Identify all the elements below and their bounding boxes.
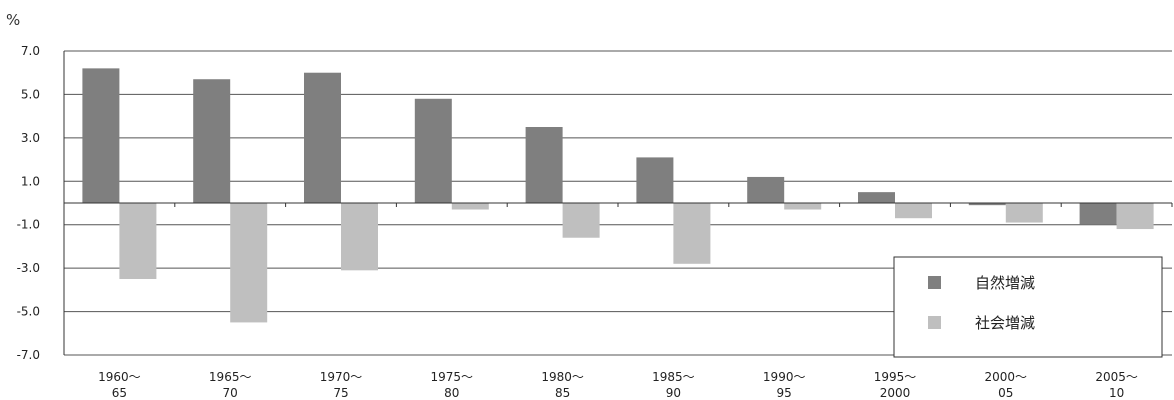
bar-natural-8 [968,203,1006,206]
x-tick-label-line1: 1985〜 [652,370,695,384]
x-tick-label-line2: 65 [112,386,127,400]
y-tick-label: -5.0 [17,305,40,319]
x-tick-label-line2: 95 [777,386,792,400]
bar-social-2 [341,203,378,271]
x-tick-label-line2: 90 [666,386,681,400]
y-tick-label: -1.0 [17,218,40,232]
x-tick-label-line1: 1970〜 [320,370,363,384]
x-tick-label-line2: 75 [333,386,348,400]
bars [82,68,1154,323]
bar-natural-5 [636,157,674,203]
bar-natural-0 [82,68,120,203]
x-tick-label-line2: 85 [555,386,570,400]
bar-social-0 [119,203,157,279]
x-tick-label-line2: 80 [444,386,459,400]
bar-social-3 [451,203,489,210]
bar-natural-2 [304,72,341,203]
y-tick-labels: 7.0 5.0 3.0 1.0 -1.0 -3.0 -5.0 -7.0 [17,44,40,362]
y-tick-label: 1.0 [21,174,40,188]
bar-social-5 [673,203,711,264]
x-tick-label-line2: 2000 [880,386,911,400]
x-tick-label-line1: 1980〜 [541,370,584,384]
y-tick-label: 3.0 [21,131,40,145]
bar-social-8 [1005,203,1043,223]
legend-swatch-social [928,316,941,329]
bar-social-1 [230,203,268,323]
x-tick-label-line2: 70 [223,386,238,400]
bar-social-6 [784,203,822,210]
x-tick-label-line1: 1965〜 [209,370,252,384]
bar-natural-4 [525,127,563,203]
x-tick-label-line1: 2005〜 [1095,370,1138,384]
x-tick-labels: 1960〜 65 1965〜 70 1970〜 75 1975〜 80 1980〜 85 1985〜… [98,370,1138,400]
bar-social-9 [1116,203,1154,230]
legend-box [893,256,1163,358]
bar-natural-9 [1079,203,1117,225]
x-tick-label-line1: 1960〜 [98,370,141,384]
x-tick-label-line2: 05 [998,386,1013,400]
x-tick-label-line2: 10 [1109,386,1124,400]
legend-label-natural: 自然増減 [975,274,1035,292]
bar-natural-6 [747,176,785,203]
bar-natural-1 [193,79,231,203]
y-tick-label: -3.0 [17,261,40,275]
bar-social-4 [562,203,600,238]
legend-label-social: 社会増減 [975,314,1035,332]
y-tick-label: 5.0 [21,87,40,101]
y-unit-label: % [6,11,20,29]
x-tick-label-line1: 2000〜 [985,370,1028,384]
axes [63,51,1173,355]
legend-swatch-natural [928,276,941,289]
y-tick-label: 7.0 [21,44,40,58]
x-tick-label-line1: 1990〜 [763,370,806,384]
x-tick-label-line1: 1975〜 [431,370,474,384]
y-tick-label: -7.0 [17,348,40,362]
legend: 自然増減 社会増減 [893,256,1163,358]
x-tick-label-line1: 1995〜 [874,370,917,384]
bar-natural-3 [414,98,452,203]
bar-natural-7 [858,192,895,203]
bar-social-7 [895,203,932,219]
